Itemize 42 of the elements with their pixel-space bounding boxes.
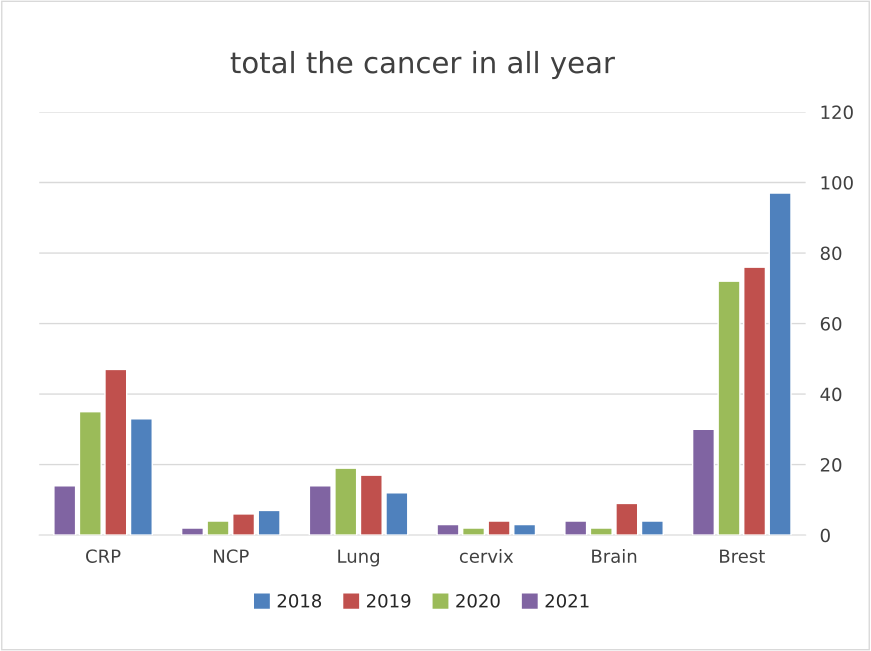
bar (385, 492, 408, 536)
bar (180, 527, 204, 536)
bar (53, 485, 76, 536)
x-tick-label: cervix (460, 549, 514, 563)
bar (768, 192, 792, 536)
y-tick-label: 20 (820, 458, 842, 472)
bar (258, 510, 281, 536)
bar (717, 280, 741, 536)
bar (564, 520, 588, 536)
chart-title: total the cancer in all year (230, 50, 615, 80)
bar (436, 524, 460, 536)
bar (232, 513, 256, 536)
bar (206, 520, 230, 536)
y-tick-label: 120 (822, 105, 853, 120)
bar (640, 520, 664, 536)
x-tick-label: Brain (592, 549, 636, 563)
legend-label: 2019 (366, 594, 410, 608)
bar (513, 524, 536, 536)
y-tick-label: 0 (820, 528, 830, 542)
bar (334, 467, 358, 536)
bar (104, 368, 128, 536)
bar (615, 502, 638, 536)
bar (590, 527, 613, 536)
bar (130, 418, 153, 536)
y-tick-label: 100 (822, 176, 853, 190)
y-tick-label: 60 (820, 317, 842, 331)
x-tick-label: NCP (214, 549, 249, 563)
y-tick-label: 80 (820, 246, 842, 260)
bar (78, 411, 102, 536)
bar (360, 474, 383, 536)
bar (488, 520, 511, 536)
bar (743, 266, 766, 536)
legend-label: 2018 (278, 594, 322, 608)
x-tick-label: Brest (720, 550, 765, 563)
y-tick-label: 40 (820, 388, 842, 402)
x-tick-label: CRP (86, 549, 120, 563)
legend-label: 2021 (546, 594, 589, 608)
bar (692, 428, 716, 536)
bar (462, 527, 486, 536)
bar (308, 485, 332, 536)
x-tick-label: Lung (338, 550, 379, 566)
legend-label: 2020 (456, 594, 500, 608)
